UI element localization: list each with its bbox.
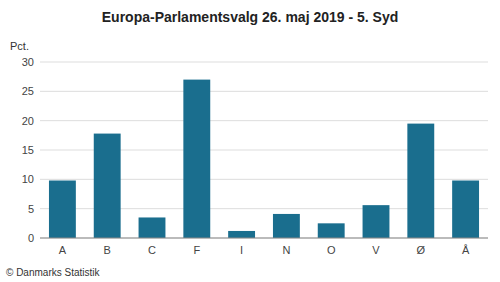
grid-line bbox=[40, 120, 488, 121]
grid-line bbox=[40, 91, 488, 92]
footer: © Danmarks Statistik bbox=[6, 267, 101, 278]
y-tick-label: 20 bbox=[22, 115, 34, 127]
title: Europa-Parlamentsvalg 26. maj 2019 - 5. … bbox=[102, 9, 398, 25]
bar bbox=[318, 223, 345, 238]
x-tick-label: B bbox=[104, 244, 111, 256]
bar bbox=[228, 231, 255, 238]
grid bbox=[40, 62, 488, 238]
x-tick-label: O bbox=[327, 244, 336, 256]
x-tick-label: A bbox=[59, 244, 67, 256]
x-axis-line bbox=[40, 238, 488, 239]
y-tick-label: 5 bbox=[28, 203, 34, 215]
chart-svg: Europa-Parlamentsvalg 26. maj 2019 - 5. … bbox=[0, 0, 500, 282]
bar bbox=[49, 181, 76, 238]
bar bbox=[407, 124, 434, 238]
bar bbox=[363, 205, 390, 238]
x-tick-label: Ø bbox=[417, 244, 426, 256]
x-tick-label: F bbox=[193, 244, 200, 256]
y-tick-label: 25 bbox=[22, 85, 34, 97]
x-tick-label: Å bbox=[462, 244, 470, 256]
y-tick-label: 30 bbox=[22, 56, 34, 68]
x-tick-label: N bbox=[282, 244, 290, 256]
x-tick-label: I bbox=[240, 244, 243, 256]
x-tick-label: C bbox=[148, 244, 156, 256]
chart-container: Europa-Parlamentsvalg 26. maj 2019 - 5. … bbox=[0, 0, 500, 282]
y-axis-label: Pct. bbox=[10, 40, 29, 52]
y-tick-label: 0 bbox=[28, 232, 34, 244]
bar bbox=[452, 181, 479, 238]
y-tick-label: 10 bbox=[22, 173, 34, 185]
x-tick-label: V bbox=[372, 244, 380, 256]
grid-line bbox=[40, 238, 488, 239]
bars bbox=[49, 80, 479, 238]
y-tick-label: 15 bbox=[22, 144, 34, 156]
bar bbox=[273, 214, 300, 238]
bar bbox=[183, 80, 210, 238]
bar bbox=[94, 134, 121, 238]
grid-line bbox=[40, 62, 488, 63]
bar bbox=[139, 217, 166, 238]
